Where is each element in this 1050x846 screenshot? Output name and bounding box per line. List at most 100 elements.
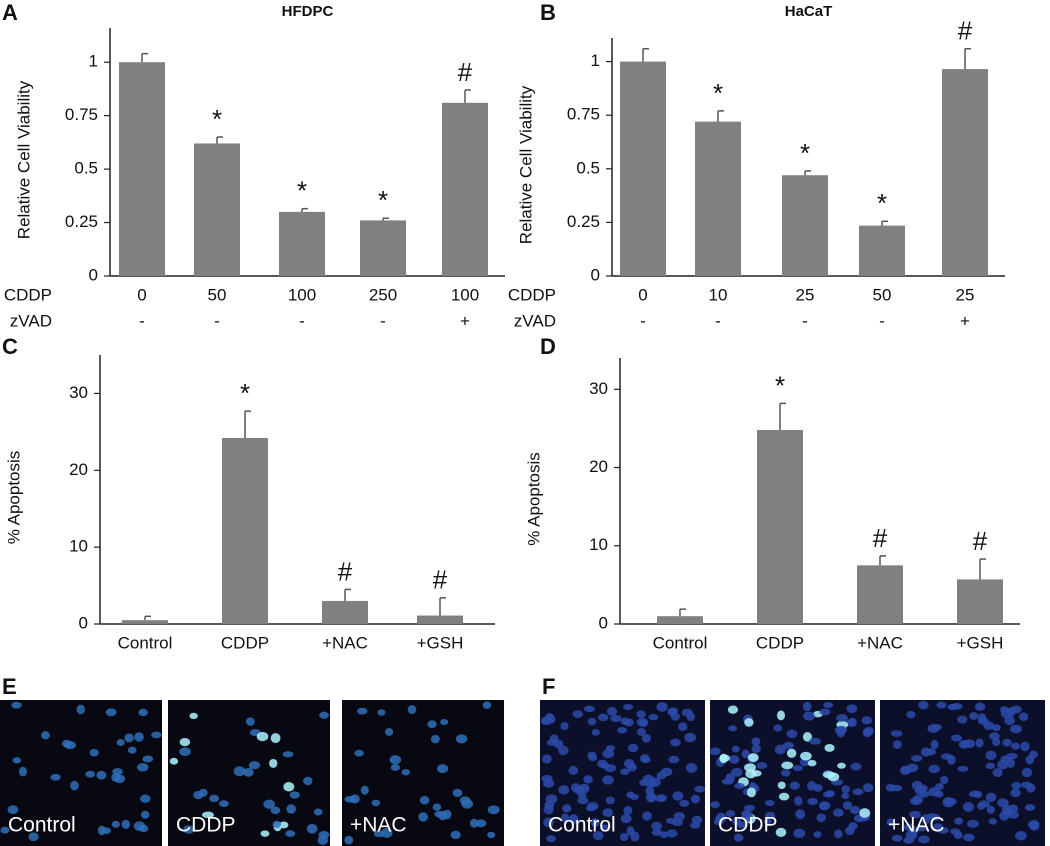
nucleus (97, 825, 106, 836)
nucleus (1026, 783, 1036, 793)
nucleus (656, 702, 668, 712)
x-tick-label: +GSH (417, 633, 464, 652)
nucleus (1002, 738, 1012, 747)
nucleus (733, 833, 744, 842)
x-tick-label: 100 (288, 285, 316, 304)
nucleus (945, 797, 957, 806)
nucleus (219, 800, 229, 808)
image-label: Control (548, 814, 616, 837)
bar (657, 616, 703, 624)
nucleus (543, 805, 554, 815)
nucleus (600, 762, 610, 770)
y-tick-label: 10 (589, 535, 608, 554)
nucleus (289, 791, 300, 799)
x-tick-label-2: - (640, 311, 646, 330)
nucleus (731, 767, 743, 777)
bar (222, 438, 268, 624)
nucleus (233, 766, 246, 777)
nucleus (41, 731, 50, 740)
nucleus (602, 749, 615, 759)
nucleus (592, 831, 604, 841)
y-axis-label: Relative Cell Viability (14, 80, 33, 239)
nucleus (28, 832, 39, 842)
nucleus (543, 817, 554, 828)
nucleus (781, 769, 791, 777)
nucleus (1024, 804, 1036, 811)
significance-mark: # (958, 16, 973, 46)
nucleus (624, 758, 635, 769)
nucleus (859, 808, 871, 818)
y-tick-label: 0 (89, 265, 98, 284)
nucleus (134, 732, 144, 742)
nucleus (665, 817, 677, 824)
nucleus (732, 817, 742, 825)
nucleus (1018, 712, 1029, 721)
nucleus (354, 749, 364, 757)
bar (782, 175, 828, 276)
panel-letter: B (540, 0, 556, 25)
x-tick-label: 25 (796, 285, 815, 304)
nucleus (751, 744, 762, 754)
nucleus (918, 835, 930, 844)
significance-mark: # (338, 556, 353, 586)
nucleus (932, 823, 944, 832)
nucleus (116, 738, 125, 746)
nucleus (909, 810, 921, 819)
nucleus (560, 722, 569, 731)
nucleus (1004, 715, 1015, 726)
y-tick-label: 0.5 (576, 158, 600, 177)
nucleus (1020, 741, 1030, 752)
nucleus (795, 809, 806, 820)
nucleus (832, 808, 844, 817)
nucleus (263, 799, 275, 809)
nucleus (183, 825, 195, 834)
nucleus (573, 786, 585, 793)
nucleus (440, 719, 449, 726)
nucleus (978, 717, 989, 725)
nucleus (666, 829, 678, 838)
y-tick-label: 20 (69, 460, 88, 479)
nucleus (985, 792, 997, 802)
nucleus (799, 758, 811, 767)
nucleus (727, 705, 739, 714)
nucleus (985, 750, 997, 761)
nucleus (317, 835, 329, 845)
x-tick-label: +GSH (957, 633, 1004, 652)
nucleus (848, 717, 857, 727)
nucleus (248, 761, 261, 770)
nucleus (568, 765, 579, 775)
nucleus (549, 734, 559, 742)
bar (859, 225, 905, 276)
nucleus (401, 769, 411, 776)
panel-letter: A (2, 0, 18, 25)
nucleus (906, 710, 916, 719)
nucleus (602, 775, 614, 785)
x-tick-label: 0 (638, 285, 647, 304)
nucleus (819, 708, 831, 716)
nucleus (765, 811, 776, 819)
nucleus (903, 836, 915, 844)
nucleus (953, 831, 963, 840)
x-tick-label-2: + (960, 311, 970, 330)
nucleus (842, 800, 853, 810)
nucleus (827, 772, 840, 782)
nucleus (18, 766, 27, 777)
nucleus (282, 751, 294, 758)
image-label: Control (8, 814, 76, 837)
nucleus (906, 763, 919, 773)
nucleus (427, 720, 437, 729)
nucleus (841, 792, 850, 800)
nucleus (1014, 830, 1027, 841)
nucleus (245, 717, 255, 726)
nucleus (0, 826, 10, 834)
nucleus (243, 767, 254, 777)
nucleus (850, 762, 862, 771)
nucleus (915, 824, 927, 832)
nucleus (1011, 742, 1021, 750)
nucleus (667, 707, 678, 717)
nucleus (568, 813, 579, 824)
nucleus (834, 829, 843, 839)
nucleus (385, 728, 394, 736)
nucleus (645, 792, 657, 803)
nucleus (89, 748, 99, 757)
